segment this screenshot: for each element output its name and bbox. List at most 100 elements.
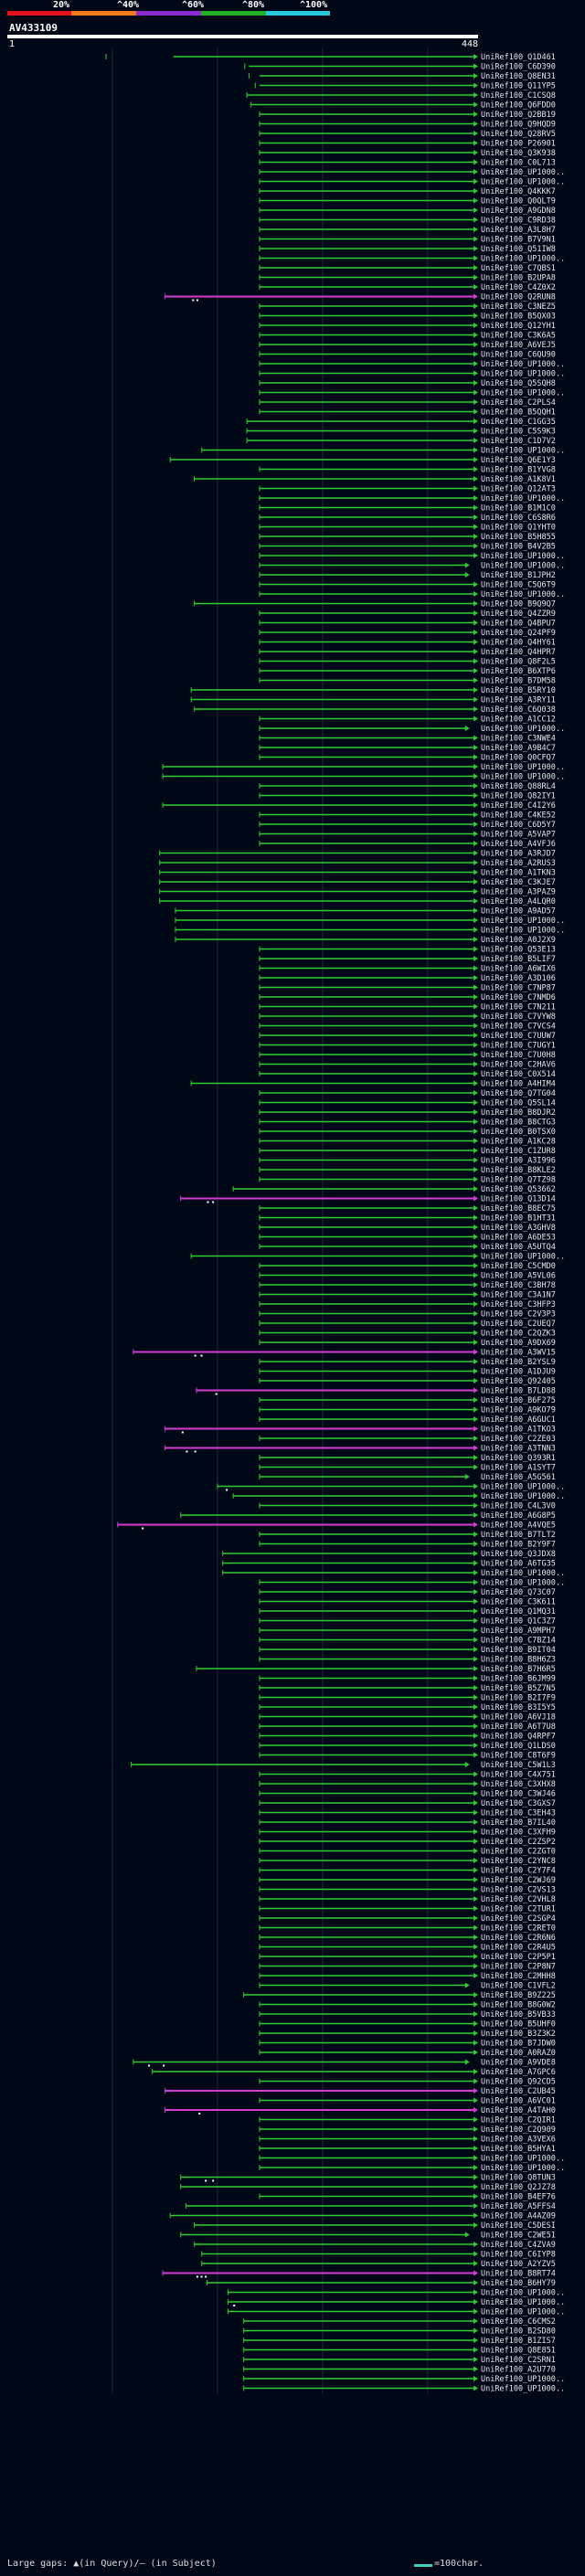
hit-label[interactable]: UniRef100_Q28RV5	[481, 130, 556, 139]
hit-label[interactable]: UniRef100_Q3JDX8	[481, 1550, 556, 1559]
hit-label[interactable]: UniRef100_A5VL06	[481, 1272, 556, 1281]
hit-row[interactable]: UniRef100_B7TLT2	[259, 1531, 556, 1540]
hit-row[interactable]: UniRef100_C2YNC8	[259, 1857, 556, 1866]
hit-row[interactable]: UniRef100_UP1000..	[243, 2385, 565, 2394]
hit-row[interactable]: UniRef100_B2YSL9	[259, 1358, 556, 1367]
hit-row[interactable]: UniRef100_Q8E851	[243, 2347, 556, 2356]
hit-label[interactable]: UniRef100_UP1000..	[481, 1579, 565, 1588]
hit-row[interactable]: UniRef100_Q53662	[232, 1185, 556, 1194]
hit-label[interactable]: UniRef100_B5LIF7	[481, 955, 556, 964]
hit-row[interactable]: UniRef100_C2Q909	[259, 2125, 556, 2135]
hit-label[interactable]: UniRef100_B2YSL9	[481, 1358, 556, 1367]
hit-row[interactable]: UniRef100_B5QX03	[259, 313, 556, 322]
hit-label[interactable]: UniRef100_Q1MQ31	[481, 1607, 556, 1617]
hit-row[interactable]: UniRef100_Q393R1	[259, 1454, 556, 1463]
hit-row[interactable]: UniRef100_Q3K938	[259, 149, 556, 158]
hit-row[interactable]: UniRef100_C2HAV6	[259, 1061, 556, 1070]
hit-row[interactable]: UniRef100_UP1000..	[222, 1569, 565, 1578]
hit-label[interactable]: UniRef100_A9DX69	[481, 1339, 556, 1348]
hit-row[interactable]: UniRef100_B6F275	[259, 1396, 556, 1405]
hit-row[interactable]: UniRef100_Q4BPU7	[259, 620, 556, 629]
hit-row[interactable]: UniRef100_Q6E1Y3	[169, 456, 556, 465]
hit-label[interactable]: UniRef100_Q4BPU7	[481, 620, 556, 629]
hit-row[interactable]: UniRef100_B7V9N1	[259, 236, 556, 245]
hit-label[interactable]: UniRef100_Q7TG04	[481, 1089, 556, 1098]
hit-label[interactable]: UniRef100_Q24PF9	[481, 629, 556, 638]
hit-label[interactable]: UniRef100_C2V3P3	[481, 1310, 556, 1320]
hit-row[interactable]: UniRef100_A3TNN3	[164, 1445, 556, 1454]
hit-row[interactable]: UniRef100_C2R4U5	[259, 1944, 556, 1953]
hit-label[interactable]: UniRef100_A6DE53	[481, 1234, 556, 1243]
hit-row[interactable]: UniRef100_A3WV15	[133, 1349, 556, 1358]
hit-row[interactable]: UniRef100_B9IT04	[259, 1646, 556, 1655]
hit-row[interactable]: UniRef100_B0TSX0	[259, 1128, 556, 1137]
hit-row[interactable]: UniRef100_UP1000..	[175, 927, 565, 936]
hit-label[interactable]: UniRef100_C1ZUR8	[481, 1147, 556, 1156]
hit-row[interactable]: UniRef100_C5Q6T9	[259, 581, 556, 590]
hit-label[interactable]: UniRef100_C3NEZ5	[481, 302, 556, 312]
hit-label[interactable]: UniRef100_C3GXS7	[481, 1799, 556, 1808]
hit-label[interactable]: UniRef100_A9GDN8	[481, 207, 556, 216]
hit-row[interactable]: UniRef100_Q88RL4	[259, 782, 556, 791]
hit-row[interactable]: UniRef100_C2P5P1	[259, 1953, 556, 1962]
hit-row[interactable]: UniRef100_C4KE52	[259, 811, 556, 821]
hit-row[interactable]: UniRef100_UP1000..	[259, 2155, 565, 2164]
hit-row[interactable]: UniRef100_A4VFJ6	[259, 840, 556, 849]
hit-label[interactable]: UniRef100_Q0CFQ7	[481, 754, 556, 763]
hit-label[interactable]: UniRef100_A1DJU9	[481, 1368, 556, 1377]
hit-label[interactable]: UniRef100_Q7TZ98	[481, 1176, 556, 1185]
hit-label[interactable]: UniRef100_A1KC28	[481, 1138, 556, 1147]
hit-label[interactable]: UniRef100_A3D106	[481, 974, 556, 983]
hit-row[interactable]: UniRef100_C0L713	[259, 159, 556, 168]
hit-row[interactable]: UniRef100_C6D5Y7	[259, 821, 556, 830]
hit-label[interactable]: UniRef100_A9KO79	[481, 1406, 556, 1415]
hit-label[interactable]: UniRef100_UP1000..	[481, 2164, 565, 2173]
hit-row[interactable]: UniRef100_C4L3V0	[259, 1502, 556, 1511]
hit-row[interactable]: UniRef100_Q82IY1	[259, 792, 556, 801]
hit-label[interactable]: UniRef100_Q92405	[481, 1377, 556, 1386]
hit-label[interactable]: UniRef100_C1GG35	[481, 418, 556, 427]
hit-label[interactable]: UniRef100_A3GHV8	[481, 1224, 556, 1233]
hit-row[interactable]: UniRef100_C2SRN1	[243, 2356, 556, 2365]
hit-label[interactable]: UniRef100_Q5SL14	[481, 1099, 556, 1108]
hit-row[interactable]: UniRef100_B1ZIS7	[243, 2337, 556, 2346]
hit-label[interactable]: UniRef100_B6HY79	[481, 2279, 556, 2288]
hit-label[interactable]: UniRef100_C4KE52	[481, 811, 556, 821]
hit-label[interactable]: UniRef100_A4HIM4	[481, 1080, 556, 1089]
hit-label[interactable]: UniRef100_B8KLE2	[481, 1166, 556, 1175]
hit-label[interactable]: UniRef100_B8H6Z3	[481, 1656, 556, 1665]
hit-label[interactable]: UniRef100_Q11YP5	[481, 82, 556, 91]
hit-row[interactable]: UniRef100_Q73C07	[259, 1588, 556, 1597]
hit-row[interactable]: UniRef100_C3BH78	[259, 1281, 556, 1290]
hit-row[interactable]: UniRef100_Q12YH1	[259, 322, 556, 331]
hit-row[interactable]: UniRef100_A4AZ09	[169, 2212, 556, 2221]
hit-label[interactable]: UniRef100_Q1YHT0	[481, 524, 556, 533]
hit-row[interactable]: UniRef100_A4TAH0	[164, 2106, 556, 2115]
hit-label[interactable]: UniRef100_A5G561	[481, 1473, 556, 1482]
hit-label[interactable]: UniRef100_A9AD57	[481, 907, 556, 917]
hit-label[interactable]: UniRef100_A6TG35	[481, 1560, 556, 1569]
hit-label[interactable]: UniRef100_UP1000..	[481, 360, 565, 369]
hit-row[interactable]: UniRef100_C1D7V2	[246, 437, 556, 446]
hit-row[interactable]: UniRef100_C6CMS2	[243, 2317, 556, 2327]
hit-row[interactable]: UniRef100_Q1MQ31	[259, 1607, 556, 1617]
hit-label[interactable]: UniRef100_C3K611	[481, 1598, 556, 1607]
hit-label[interactable]: UniRef100_C7QBS1	[481, 264, 556, 273]
hit-row[interactable]: UniRef100_B7H6R5	[196, 1665, 556, 1674]
hit-row[interactable]: UniRef100_Q3JDX8	[222, 1550, 556, 1559]
hit-row[interactable]: UniRef100_A1CC12	[259, 716, 556, 725]
hit-row[interactable]: UniRef100_Q4ZZR9	[259, 610, 556, 619]
hit-row[interactable]: UniRef100_C2QZK3	[259, 1330, 556, 1339]
hit-row[interactable]: UniRef100_A9VDE8	[133, 2059, 556, 2068]
hit-label[interactable]: UniRef100_UP1000..	[481, 1483, 565, 1492]
hit-label[interactable]: UniRef100_UP1000..	[481, 773, 565, 782]
hit-row[interactable]: UniRef100_C6Q038	[194, 705, 556, 715]
hit-label[interactable]: UniRef100_Q2BB19	[481, 111, 556, 120]
hit-row[interactable]: UniRef100_C6S8R6	[259, 514, 556, 523]
hit-label[interactable]: UniRef100_Q88RL4	[481, 782, 556, 791]
hit-row[interactable]: UniRef100_Q4KKK7	[259, 187, 556, 196]
hit-label[interactable]: UniRef100_B8EC75	[481, 1204, 556, 1214]
hit-row[interactable]: UniRef100_B1HT31	[259, 1214, 556, 1224]
hit-row[interactable]: UniRef100_C7VCS4	[259, 1023, 556, 1032]
hit-row[interactable]: UniRef100_Q9HQD9	[259, 121, 556, 130]
